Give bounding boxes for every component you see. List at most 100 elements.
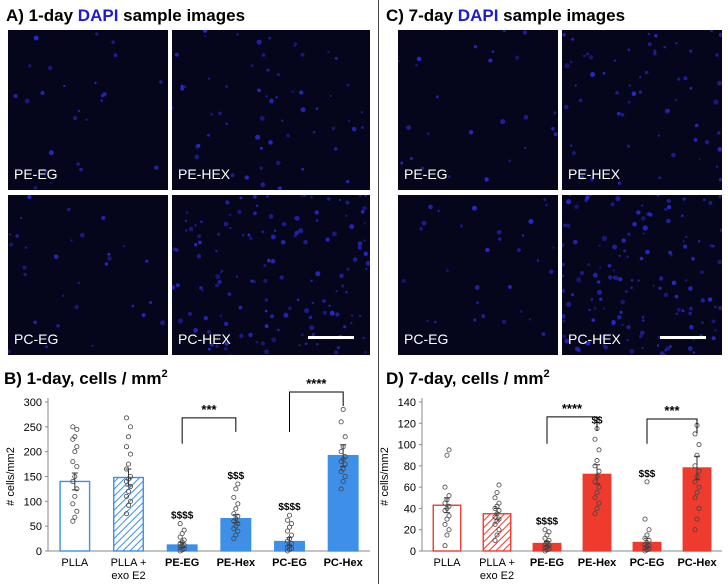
data-point [446, 493, 452, 499]
data-point [342, 474, 348, 480]
data-point [692, 463, 698, 469]
data-point [233, 486, 239, 492]
data-point [231, 511, 237, 517]
data-point [446, 503, 452, 509]
image-label: PC-EG [14, 331, 59, 347]
x-tick-label: PE-EG [530, 557, 564, 569]
data-point [442, 543, 448, 549]
x-tick-label: PC-EG [272, 557, 307, 569]
data-point [72, 449, 78, 455]
image-7day-pc-eg: PC-EG [398, 195, 558, 355]
data-point [642, 516, 648, 522]
image-label: PE-HEX [568, 166, 621, 182]
data-point [70, 459, 76, 465]
data-point [492, 537, 498, 543]
panel-c-title-dapi: DAPI [457, 6, 499, 25]
panel-a-title-prefix: A) 1-day [6, 6, 78, 25]
y-tick-label: 60 [404, 482, 416, 494]
data-point [70, 424, 76, 430]
x-tick-label: PE-Hex [217, 557, 256, 569]
significance-annotation: $$$$ [278, 502, 301, 513]
data-point [592, 511, 598, 517]
data-point [74, 444, 80, 450]
data-point [74, 464, 80, 470]
data-point [72, 434, 78, 440]
x-tick-label: exo E2 [111, 570, 145, 582]
cell-speckles [172, 195, 370, 355]
cell-speckles [401, 198, 555, 336]
data-point [286, 512, 292, 518]
cell-speckles [8, 195, 166, 354]
x-tick-label: PE-Hex [578, 557, 617, 569]
data-point [496, 482, 502, 488]
y-tick-label: 150 [24, 472, 42, 484]
cell-speckles [562, 195, 722, 355]
image-label: PE-EG [14, 166, 58, 182]
x-tick-label: PC-Hex [677, 557, 717, 569]
data-point [596, 468, 602, 474]
data-point [127, 474, 133, 480]
data-point [70, 478, 76, 484]
data-point [70, 518, 76, 524]
data-point [127, 498, 133, 504]
data-point [446, 527, 452, 533]
data-point [594, 505, 600, 511]
data-point [340, 444, 346, 450]
panel-c-title-prefix: C) 7-day [386, 6, 458, 25]
data-point [694, 489, 700, 495]
y-tick-label: 120 [398, 418, 416, 430]
significance-annotation: $$$$ [171, 511, 194, 522]
bracket-label: **** [306, 376, 327, 391]
data-point [231, 494, 237, 500]
data-point [646, 537, 652, 543]
data-point [496, 527, 502, 533]
data-point [126, 502, 132, 508]
x-tick-label: PLLA [434, 557, 462, 569]
comparison-bracket [181, 417, 237, 444]
data-point [592, 463, 598, 469]
y-tick-label: 100 [24, 496, 42, 508]
chart-title: D) 7-day, cells / mm2 [386, 368, 550, 388]
x-tick-label: PLLA + [111, 557, 147, 569]
data-point [74, 508, 80, 514]
image-1day-pe-eg: PE-EG [8, 30, 168, 190]
bar [327, 454, 359, 552]
x-tick-label: exo E2 [480, 570, 514, 582]
x-tick-label: PE-EG [165, 557, 199, 569]
image-1day-pc-hex: PC-HEX [172, 195, 370, 355]
image-1day-pe-hex: PE-HEX [172, 30, 370, 190]
bar [432, 504, 462, 552]
data-point [288, 532, 294, 538]
image-7day-pe-hex: PE-HEX [562, 30, 722, 190]
y-axis-label: # cells/mm2 [5, 447, 17, 506]
data-point [235, 521, 241, 527]
data-point [496, 500, 502, 506]
data-point [444, 497, 450, 503]
data-point [546, 529, 552, 535]
y-tick-label: 100 [398, 440, 416, 452]
image-label: PE-EG [404, 166, 448, 182]
chart-b-1day: B) 1-day, cells / mm2 # cells/mm2 0 50 100 15… [4, 368, 370, 582]
data-point [340, 406, 346, 412]
chart-title: B) 1-day, cells / mm2 [4, 368, 168, 388]
data-point [181, 527, 187, 533]
data-point [177, 521, 183, 527]
panel-c-title-suffix: sample images [498, 6, 626, 25]
comparison-bracket [646, 418, 698, 444]
data-point [284, 517, 290, 523]
data-point [70, 501, 76, 507]
comparison-bracket [289, 391, 344, 432]
data-point [340, 466, 346, 472]
bracket-label: *** [201, 402, 217, 417]
data-point [342, 434, 348, 440]
data-point [592, 495, 598, 501]
data-point [338, 419, 344, 425]
data-point [696, 484, 702, 490]
data-point [235, 501, 241, 507]
data-point [181, 537, 187, 543]
data-point [442, 484, 448, 490]
data-point [342, 461, 348, 467]
data-point [124, 444, 130, 450]
data-point [126, 461, 132, 467]
data-point [284, 528, 290, 534]
